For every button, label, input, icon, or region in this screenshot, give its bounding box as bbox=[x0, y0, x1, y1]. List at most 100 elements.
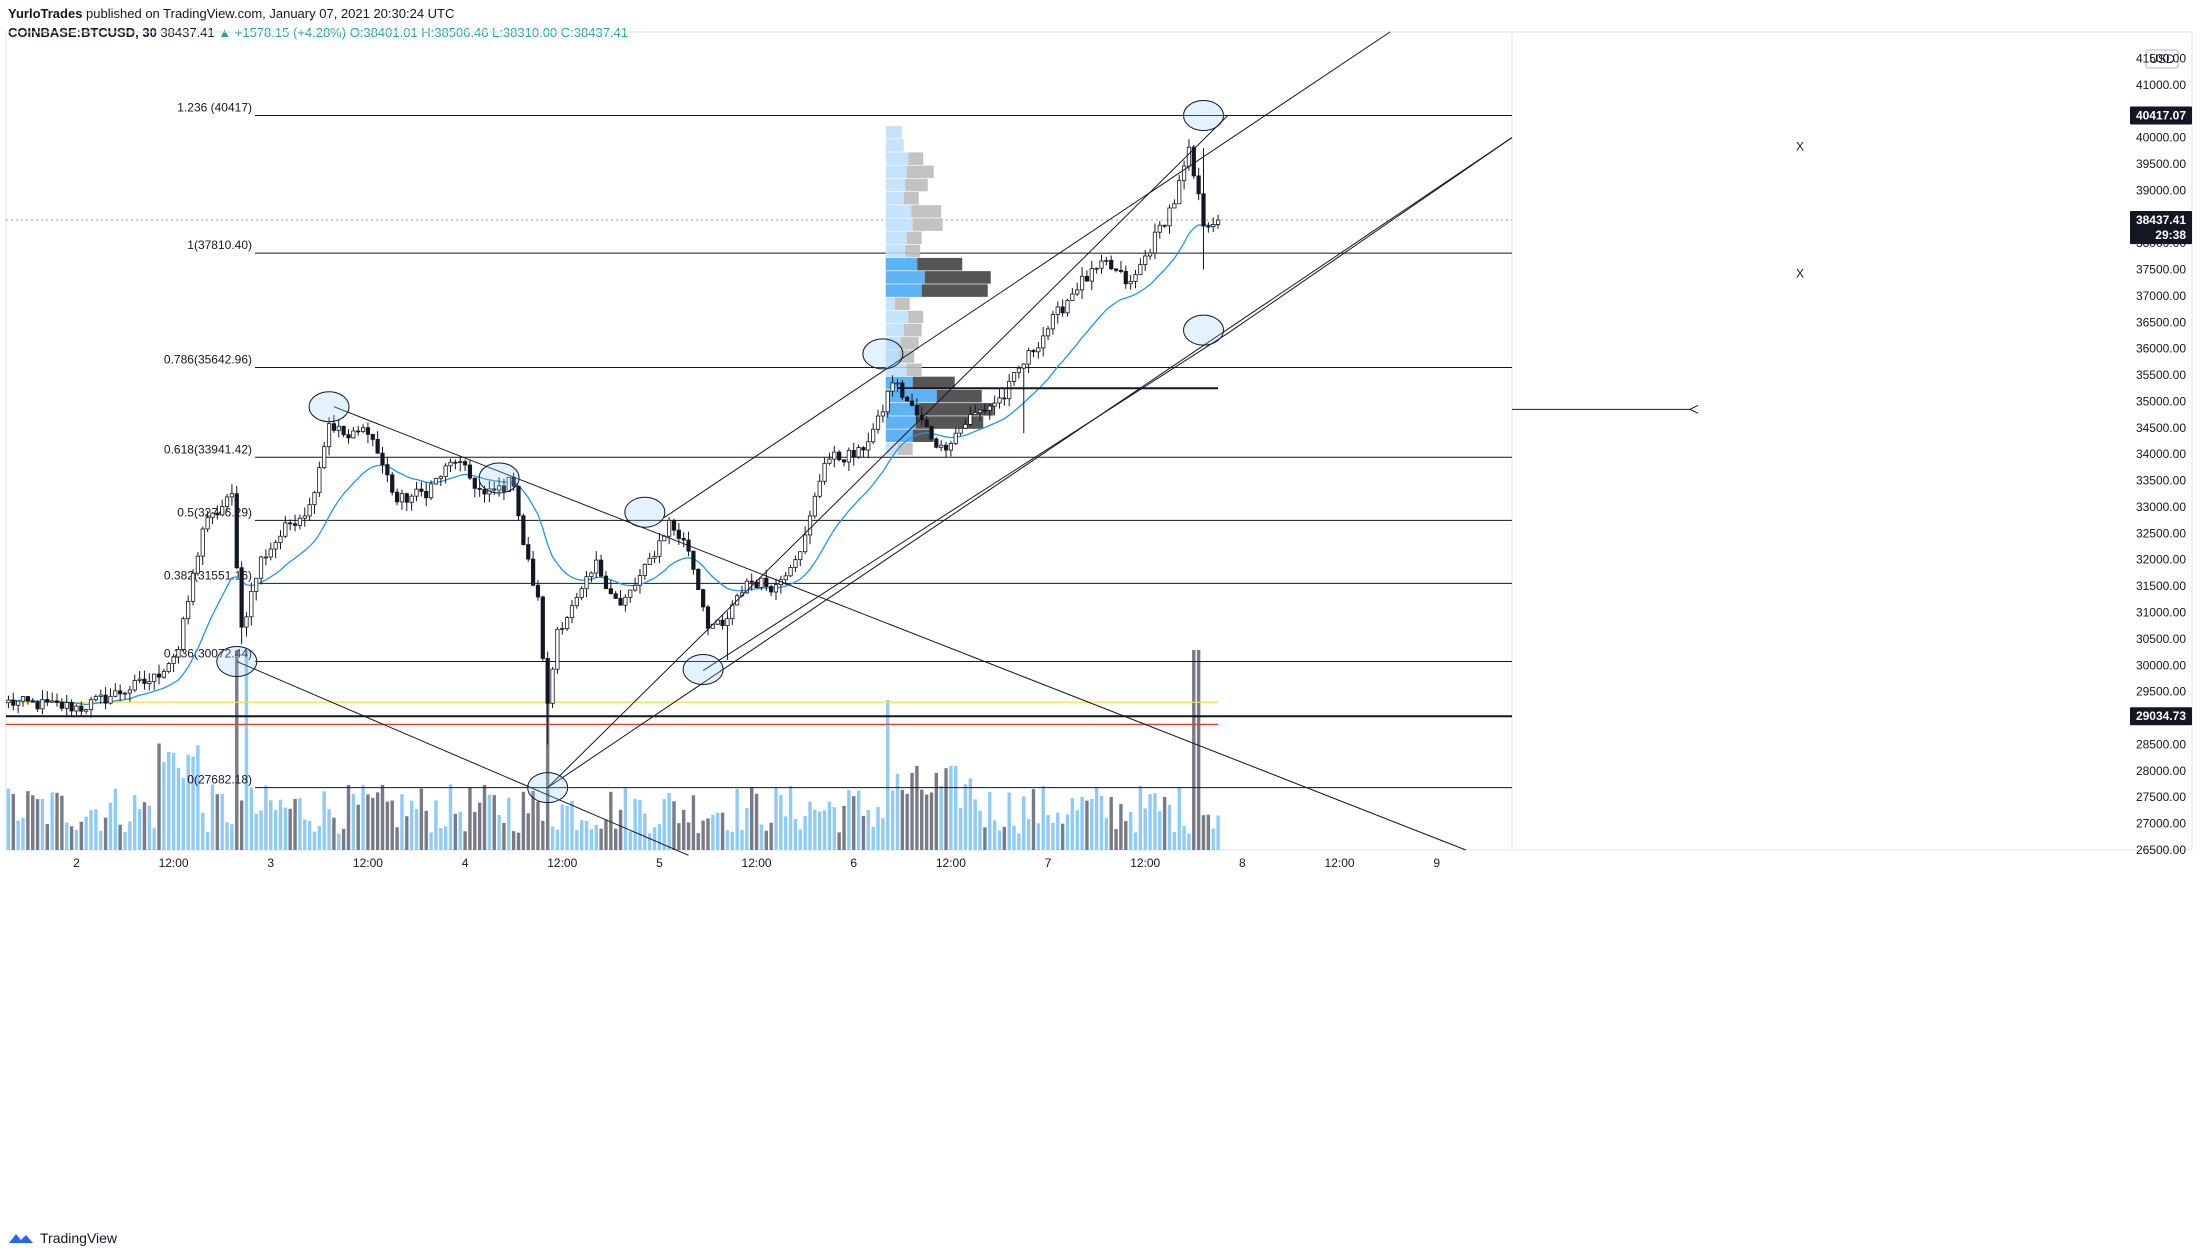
volume-bar bbox=[400, 794, 404, 850]
candle bbox=[6, 695, 11, 709]
volume-bar bbox=[750, 787, 754, 850]
volume-bar bbox=[997, 830, 1002, 850]
candle-body bbox=[1045, 328, 1051, 337]
volume-bar bbox=[1104, 818, 1109, 850]
candle-body bbox=[448, 461, 453, 467]
y-tick-label: 41000.00 bbox=[2136, 78, 2186, 92]
profile-bar-up bbox=[885, 284, 922, 297]
price-badge-text: 38437.41 bbox=[2136, 213, 2186, 227]
candle bbox=[438, 475, 443, 487]
candle bbox=[433, 477, 439, 485]
candle bbox=[351, 426, 356, 439]
y-tick-label: 37000.00 bbox=[2136, 289, 2186, 303]
candle-body bbox=[681, 538, 686, 541]
volume-bar bbox=[822, 810, 827, 850]
volume-profile bbox=[885, 126, 994, 456]
candle-body bbox=[1215, 219, 1221, 225]
candle-body bbox=[419, 488, 424, 492]
candle-body bbox=[375, 438, 380, 454]
candle-body bbox=[224, 496, 230, 507]
volume-bar bbox=[866, 810, 871, 850]
candle-body bbox=[807, 515, 813, 536]
candle-body bbox=[467, 464, 473, 479]
candle-body bbox=[390, 474, 395, 493]
candle-body bbox=[841, 459, 847, 463]
candle bbox=[608, 579, 613, 595]
profile-bar-up bbox=[885, 350, 900, 363]
candle bbox=[477, 481, 482, 497]
candle-body bbox=[963, 423, 968, 429]
candle-body bbox=[152, 673, 157, 682]
volume-bar bbox=[570, 800, 574, 850]
candle bbox=[594, 551, 599, 579]
candle-body bbox=[336, 425, 341, 431]
x-tick-label: 2 bbox=[73, 856, 80, 870]
candle-body bbox=[691, 550, 696, 570]
volume-bar bbox=[118, 824, 122, 850]
volume-bar bbox=[1167, 804, 1172, 850]
candle bbox=[443, 463, 448, 484]
volume-bar bbox=[803, 816, 807, 850]
candle-body bbox=[880, 411, 885, 417]
x-tick-label: 9 bbox=[1433, 856, 1440, 870]
candle-body bbox=[1118, 269, 1124, 272]
candle bbox=[1002, 389, 1007, 406]
x-tick-label: 3 bbox=[267, 856, 274, 870]
author-name[interactable]: YurloTrades bbox=[8, 6, 83, 21]
profile-bar-down bbox=[912, 376, 955, 390]
candle bbox=[696, 568, 701, 591]
candle-body bbox=[453, 461, 458, 464]
y-tick-label: 30500.00 bbox=[2136, 632, 2186, 646]
candle-body bbox=[1055, 306, 1060, 315]
y-tick-label: 39500.00 bbox=[2136, 157, 2186, 171]
volume-bar bbox=[482, 784, 487, 850]
y-tick-label: 29500.00 bbox=[2136, 685, 2186, 699]
candle bbox=[380, 447, 385, 474]
volume-bar bbox=[983, 827, 987, 850]
candle-body bbox=[948, 443, 953, 451]
volume-bar bbox=[1158, 811, 1162, 850]
volume-bar bbox=[633, 798, 637, 850]
volume-bar bbox=[594, 824, 598, 850]
candle bbox=[458, 455, 463, 472]
candle bbox=[1070, 287, 1075, 301]
candle bbox=[667, 517, 672, 545]
candle bbox=[642, 563, 647, 580]
candle-body bbox=[900, 382, 905, 398]
fib-label: 0(27682.18) bbox=[187, 773, 252, 787]
volume-bar bbox=[973, 799, 977, 850]
volume-bar bbox=[492, 795, 496, 850]
candle-body bbox=[414, 488, 419, 497]
fib-label: 1.236 (40417) bbox=[177, 101, 252, 115]
candle bbox=[924, 416, 929, 428]
candle bbox=[769, 584, 774, 597]
candle bbox=[555, 626, 560, 674]
tradingview-footer[interactable]: TradingView bbox=[8, 1230, 117, 1246]
candle-body bbox=[647, 557, 652, 565]
volume-bar bbox=[1138, 786, 1143, 850]
price-badge-text: 29034.73 bbox=[2136, 709, 2186, 723]
candle bbox=[841, 459, 847, 467]
candle bbox=[599, 554, 604, 578]
candle bbox=[880, 404, 885, 423]
profile-bar-up bbox=[885, 257, 918, 271]
volume-bar bbox=[511, 831, 516, 850]
candle-body bbox=[905, 396, 910, 402]
candle-body bbox=[997, 397, 1002, 404]
price-badge-bg bbox=[2130, 707, 2192, 726]
x-tick-label: 12:00 bbox=[159, 856, 189, 870]
volume-bar bbox=[31, 795, 35, 850]
volume-bar bbox=[881, 818, 885, 850]
price-badge: 29034.73 bbox=[2130, 707, 2192, 726]
candle bbox=[1172, 199, 1177, 209]
candle-body bbox=[1133, 274, 1138, 282]
candle-body bbox=[268, 548, 273, 558]
volume-bar bbox=[322, 791, 326, 850]
candle bbox=[812, 492, 817, 519]
volume-bar bbox=[1017, 833, 1021, 850]
profile-bar-down bbox=[921, 284, 988, 297]
y-tick-label: 26500.00 bbox=[2136, 843, 2186, 857]
candle bbox=[545, 651, 550, 745]
candle bbox=[132, 674, 137, 693]
